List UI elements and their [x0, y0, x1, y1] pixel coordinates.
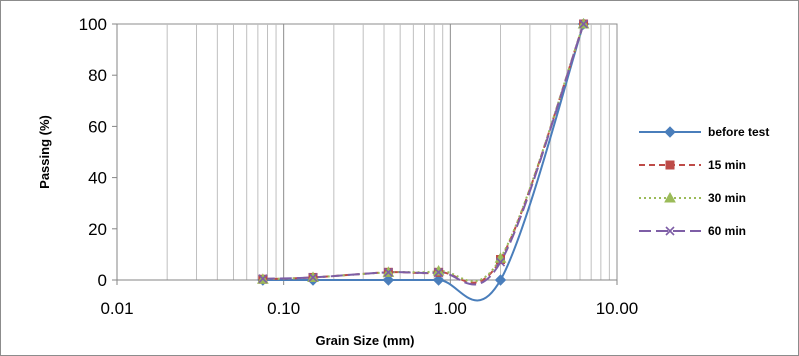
y-tick-label: 40 [88, 169, 107, 188]
legend-label: before test [708, 125, 769, 139]
y-axis-title: Passing (%) [37, 115, 52, 189]
data-point-marker [578, 19, 589, 29]
marker-stroke [665, 226, 675, 236]
grid-lines [166, 24, 610, 280]
x-tick-label: 10.00 [596, 299, 639, 318]
marker-stroke [308, 272, 318, 283]
legend-marker [665, 160, 675, 170]
legend: before test 15 min 30 min 60 min [639, 125, 769, 238]
legend-marker [665, 226, 675, 236]
x-axis-title: Grain Size (mm) [316, 333, 415, 348]
tick-labels: 0 20 40 60 80 100 0.01 0.10 1.00 10.00 [79, 15, 639, 318]
legend-label: 60 min [708, 224, 746, 238]
data-markers [256, 17, 590, 286]
marker-stroke [258, 274, 268, 284]
data-point-marker [258, 274, 268, 284]
marker-stroke [578, 19, 589, 29]
data-point-marker [382, 274, 395, 286]
legend-marker [664, 191, 676, 203]
data-point-marker [383, 267, 393, 277]
data-point-marker [434, 267, 444, 277]
marker-stroke [383, 267, 393, 277]
data-point-marker [494, 274, 507, 286]
y-tick-label: 60 [88, 117, 107, 136]
data-point-marker [308, 272, 318, 283]
x-tick-label: 0.01 [100, 299, 133, 318]
data-point-marker [432, 274, 445, 286]
y-tick-label: 100 [79, 15, 107, 34]
marker-stroke [495, 257, 506, 267]
y-tick-label: 0 [98, 271, 107, 290]
y-tick-label: 80 [88, 66, 107, 85]
plot-area [116, 23, 618, 281]
x-tick-label: 0.10 [267, 299, 300, 318]
legend-marker [664, 126, 676, 138]
legend-label: 15 min [708, 158, 746, 172]
data-point-marker [495, 257, 506, 267]
x-tick-label: 1.00 [434, 299, 467, 318]
marker-stroke [434, 267, 444, 277]
y-tick-label: 20 [88, 220, 107, 239]
legend-label: 30 min [708, 191, 746, 205]
